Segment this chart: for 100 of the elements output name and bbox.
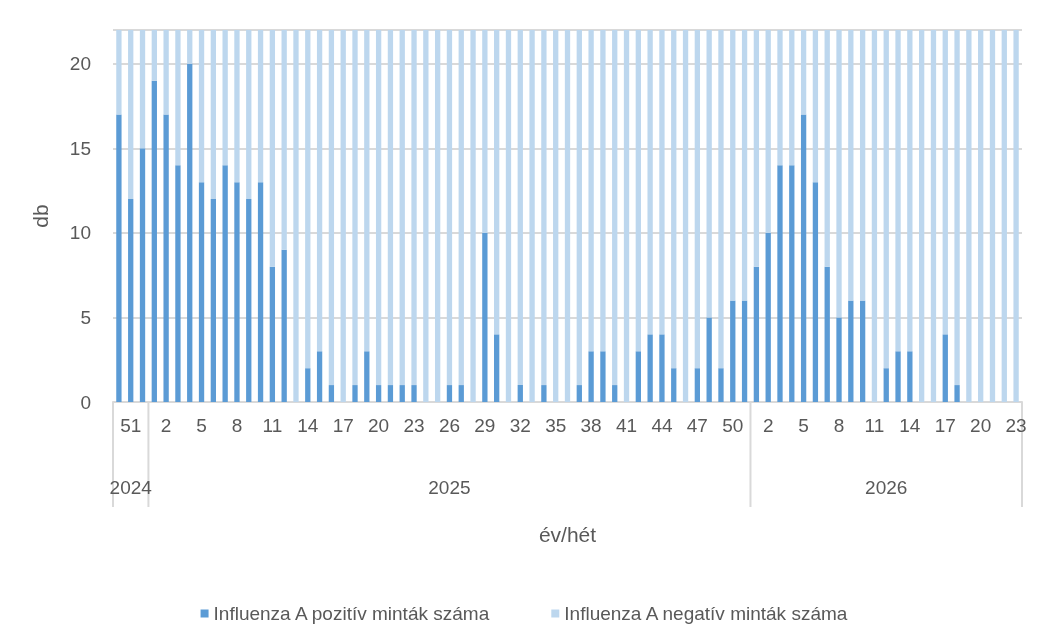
bar <box>1001 30 1007 402</box>
bar <box>222 165 228 402</box>
bar <box>883 30 889 369</box>
bar <box>859 30 866 301</box>
bar <box>541 385 547 402</box>
bar <box>505 30 512 402</box>
bar <box>517 30 523 386</box>
bar <box>600 30 606 352</box>
bar <box>812 182 819 402</box>
x-tick-label: 20 <box>970 415 992 436</box>
bar <box>730 30 736 301</box>
x-tick-label: 8 <box>231 415 243 436</box>
x-tick-label: 47 <box>686 415 708 436</box>
bar <box>494 334 500 402</box>
bar <box>647 334 653 402</box>
bar <box>328 30 335 386</box>
bar <box>777 30 783 166</box>
bar <box>671 30 677 369</box>
bar <box>151 30 157 81</box>
y-tick-label: 10 <box>69 222 91 244</box>
x-tick-label: 8 <box>833 415 845 436</box>
bar <box>328 385 335 402</box>
bar <box>682 30 689 402</box>
bar <box>659 334 665 402</box>
x-tick-label: 2 <box>762 415 774 436</box>
bar <box>635 351 641 402</box>
x-tick-label: 35 <box>545 415 567 436</box>
bar <box>198 182 205 402</box>
x-tick-label: 51 <box>120 415 142 436</box>
bar <box>694 368 701 402</box>
x-tick-label: 11 <box>262 415 283 436</box>
bar <box>434 30 441 402</box>
bar <box>753 266 760 402</box>
bar <box>730 300 736 402</box>
bar <box>151 80 157 402</box>
x-tick-label: 2 <box>160 415 172 436</box>
bar <box>576 30 582 386</box>
bar <box>564 30 571 402</box>
bar <box>458 385 464 402</box>
bar <box>871 30 878 402</box>
bar <box>234 30 240 183</box>
bar <box>777 165 783 402</box>
bar <box>671 368 677 402</box>
bar <box>848 300 854 402</box>
x-tick-label: 23 <box>1005 415 1027 436</box>
bar <box>116 114 122 402</box>
bar <box>659 30 665 335</box>
bar <box>352 30 358 386</box>
text: 2025 <box>428 476 471 498</box>
y-tick-label: 0 <box>80 391 91 413</box>
bar <box>718 30 724 369</box>
bar <box>139 148 146 402</box>
bar <box>352 385 358 402</box>
bar <box>187 30 193 64</box>
x-tick-label: 14 <box>297 415 319 436</box>
bar <box>859 300 866 402</box>
bar <box>588 351 594 402</box>
bar <box>588 30 594 352</box>
bar <box>423 30 429 402</box>
bar <box>836 30 842 318</box>
bar <box>942 30 948 335</box>
bar <box>517 385 523 402</box>
bar <box>919 30 925 402</box>
x-tick-label: 23 <box>403 415 425 436</box>
bar <box>246 30 252 200</box>
y-tick-label: 15 <box>69 137 91 159</box>
x-tick-label: 11 <box>864 415 885 436</box>
bar <box>978 30 984 402</box>
bar <box>647 30 653 335</box>
bar <box>482 30 488 233</box>
bar <box>824 30 830 267</box>
bar <box>529 30 535 402</box>
x-axis-title: év/hét <box>538 523 597 546</box>
bar <box>128 30 134 200</box>
bar <box>907 351 913 402</box>
bar <box>789 30 795 166</box>
bar <box>316 351 323 402</box>
x-tick-label: 38 <box>580 415 602 436</box>
bar <box>387 385 394 402</box>
bar <box>269 266 276 402</box>
x-tick-label: 20 <box>368 415 390 436</box>
y-tick-label: 5 <box>80 306 91 328</box>
bar <box>399 30 405 386</box>
bar <box>210 30 216 200</box>
bar <box>175 30 181 166</box>
bar <box>187 63 193 402</box>
bar <box>883 368 889 402</box>
bar <box>930 30 937 402</box>
bar <box>623 30 630 402</box>
bar <box>411 30 417 386</box>
bar <box>789 165 795 402</box>
bar <box>765 30 771 233</box>
bar <box>706 317 712 402</box>
x-tick-label: 5 <box>196 415 207 436</box>
text: 2024 <box>109 476 153 498</box>
y-tick-label: 20 <box>69 53 91 75</box>
x-tick-label: 41 <box>615 415 638 436</box>
bar <box>836 317 842 402</box>
bar <box>198 30 205 183</box>
bar <box>848 30 854 301</box>
